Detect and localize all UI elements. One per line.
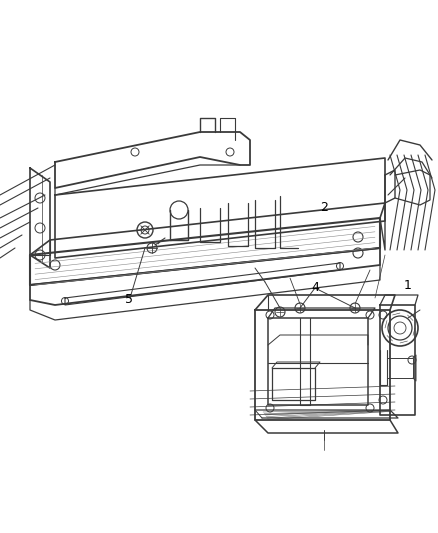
Text: 2: 2 xyxy=(320,201,328,214)
Text: 1: 1 xyxy=(403,279,411,292)
Text: 5: 5 xyxy=(125,293,133,306)
Text: 4: 4 xyxy=(311,281,319,294)
